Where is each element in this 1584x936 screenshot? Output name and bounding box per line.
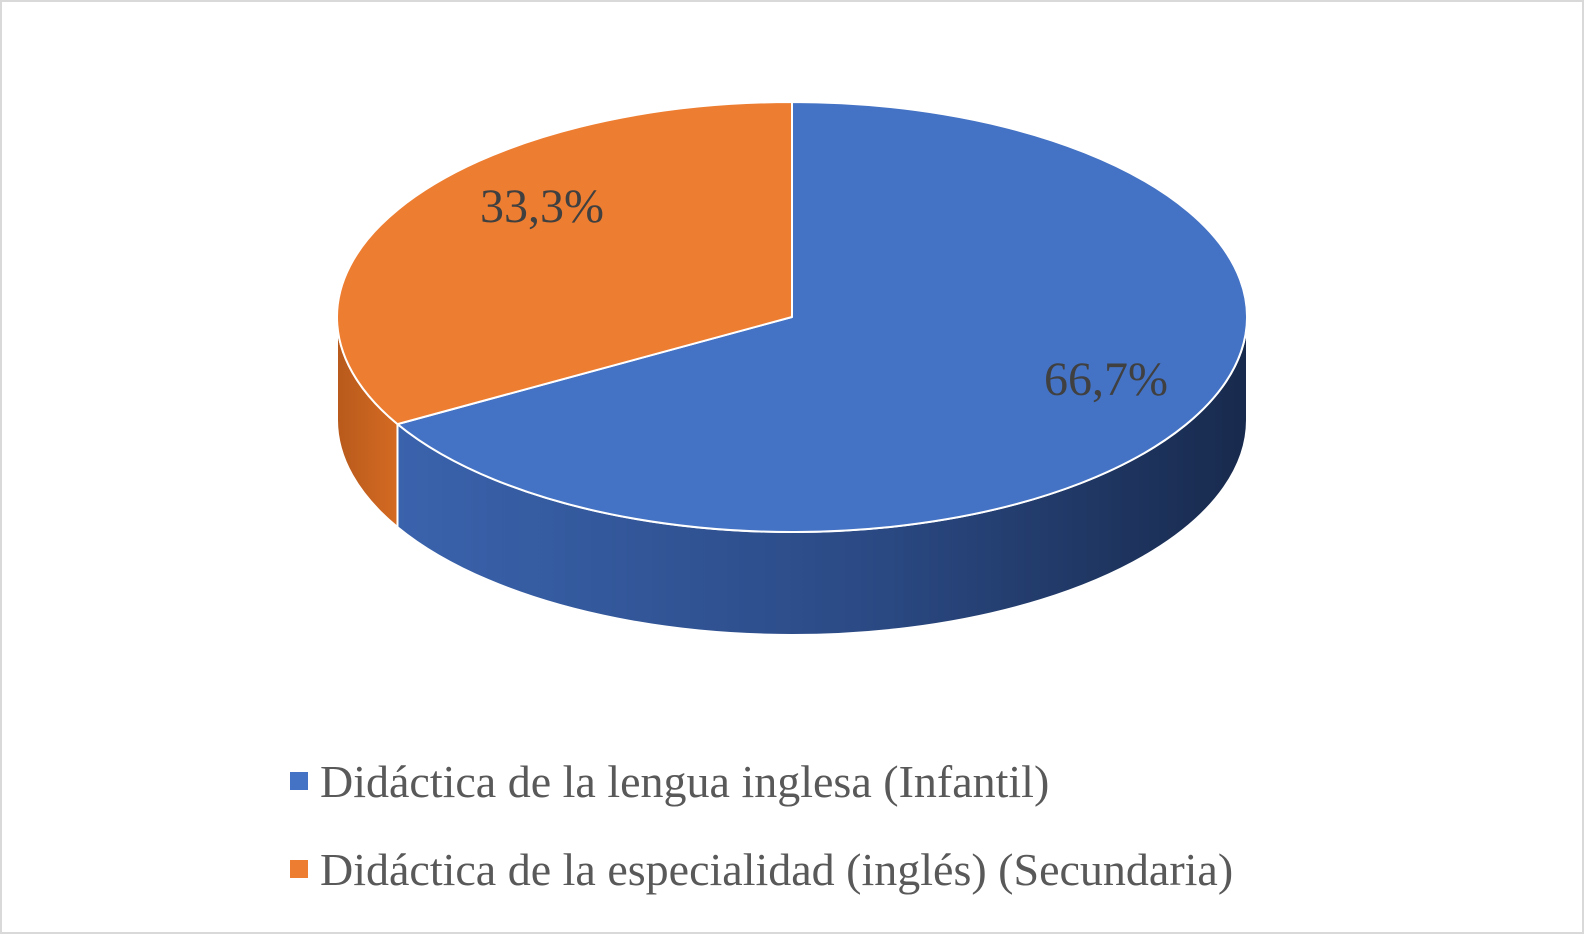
legend-item-secundaria: Didáctica de la especialidad (inglés) (S… <box>290 838 1233 900</box>
pie-slice-secundaria <box>336 101 793 426</box>
data-label-infantil: 66,7% <box>1044 353 1168 406</box>
legend-swatch-secundaria <box>290 860 308 878</box>
legend-swatch-infantil <box>290 772 308 790</box>
legend-label-infantil: Didáctica de la lengua inglesa (Infantil… <box>320 755 1050 807</box>
data-label-secundaria: 33,3% <box>480 180 604 233</box>
legend-item-infantil: Didáctica de la lengua inglesa (Infantil… <box>290 750 1233 812</box>
legend: Didáctica de la lengua inglesa (Infantil… <box>290 750 1233 926</box>
pie-slice-infantil <box>396 101 1248 533</box>
legend-label-secundaria: Didáctica de la especialidad (inglés) (S… <box>320 843 1234 895</box>
